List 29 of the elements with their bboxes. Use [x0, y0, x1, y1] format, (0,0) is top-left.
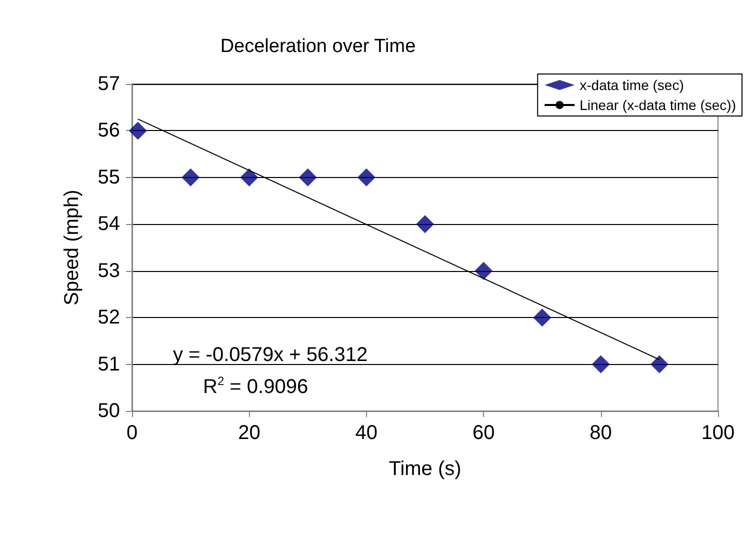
point [128, 122, 147, 140]
point [650, 355, 668, 374]
y-tick-label: 56 [98, 120, 120, 142]
point [416, 215, 434, 234]
point [533, 308, 552, 327]
legend-label: Linear (x-data time (sec)) [580, 97, 736, 113]
y-tick-label: 57 [98, 73, 120, 95]
chart-title: Deceleration over Time [220, 36, 416, 57]
point [474, 262, 493, 280]
x-tick-label: 100 [701, 422, 735, 444]
x-tick-label: 40 [355, 422, 378, 444]
point [240, 168, 258, 186]
y-tick-label: 50 [98, 400, 120, 422]
y-tick-label: 55 [98, 166, 120, 188]
point [182, 168, 200, 186]
y-tick-label: 53 [98, 260, 120, 282]
x-tick-label: 80 [590, 422, 612, 444]
x-tick-label: 20 [238, 422, 260, 444]
y-tick-label: 52 [98, 306, 120, 329]
legend-label: x-data time (sec) [580, 77, 684, 93]
y-axis-title: Speed (mph) [61, 190, 83, 306]
y-tick-label: 54 [98, 213, 120, 236]
point [592, 355, 610, 374]
point [357, 168, 376, 186]
point [298, 168, 317, 186]
x-tick-label: 60 [472, 422, 495, 444]
y-tick-label: 51 [98, 353, 120, 376]
x-tick-label: 0 [126, 422, 138, 444]
x-axis-title: Time (s) [388, 458, 462, 480]
